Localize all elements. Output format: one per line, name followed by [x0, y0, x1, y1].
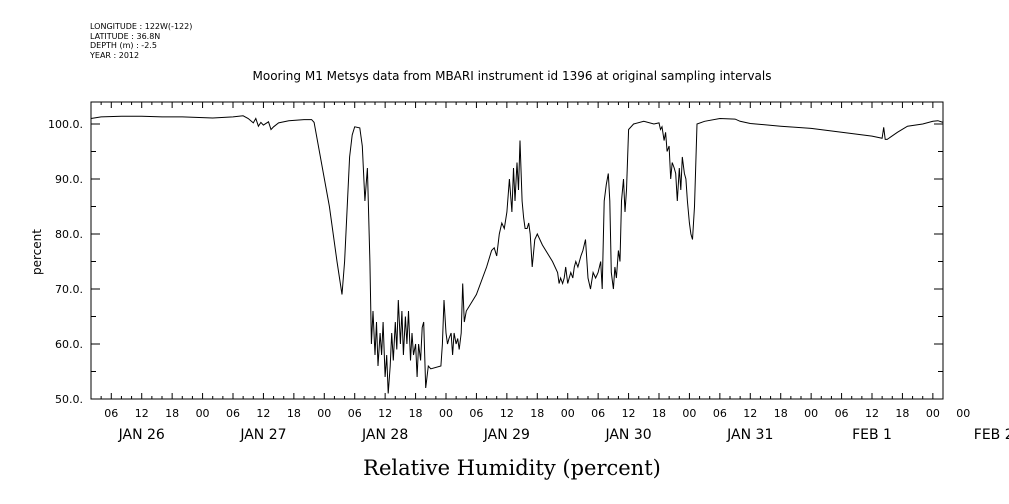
y-tick-label: 100.0. [48, 118, 83, 131]
plot-frame [90, 101, 944, 400]
y-tick-label: 50.0. [55, 393, 83, 406]
x-hour-label: 12 [865, 407, 879, 420]
x-day-labels: JAN 26 JAN 27 JAN 28 JAN 29 JAN 30 JAN 31 FEB … [118, 427, 1009, 443]
x-hour-label: 18 [165, 407, 179, 420]
x-day-label: JAN 28 [361, 427, 408, 443]
x-hour-label: 18 [774, 407, 788, 420]
y-tick-label: 70.0. [55, 283, 83, 296]
x-hour-label: 12 [135, 407, 149, 420]
x-hour-label: 18 [287, 407, 301, 420]
x-hour-label: 06 [104, 407, 118, 420]
x-day-label: FEB 1 [852, 427, 892, 443]
x-hour-label: 06 [713, 407, 727, 420]
longitude-text: LONGITUDE : 122W(-122) [90, 22, 193, 31]
x-hour-label: 00 [956, 407, 970, 420]
x-hour-label: 18 [895, 407, 909, 420]
x-hour-label: 18 [409, 407, 423, 420]
x-hour-label: 00 [317, 407, 331, 420]
x-hour-label: 00 [804, 407, 818, 420]
x-hour-label: 06 [469, 407, 483, 420]
x-hour-label: 06 [591, 407, 605, 420]
year-text: YEAR : 2012 [90, 50, 140, 60]
x-day-label: JAN 30 [604, 427, 651, 443]
y-tick-label: 90.0. [55, 173, 83, 186]
latitude-text: LATITUDE : 36.8N [90, 31, 161, 41]
metadata-block: LONGITUDE : 122W(-122) LATITUDE : 36.8N … [90, 22, 192, 60]
x-day-label: JAN 31 [726, 427, 773, 443]
depth-text: DEPTH (m) : -2.5 [90, 41, 157, 50]
x-hour-label: 00 [561, 407, 575, 420]
axis-ticks [90, 102, 944, 400]
y-tick-label: 80.0. [55, 228, 83, 241]
y-tick-labels: 50.0. 60.0. 70.0. 80.0. 90.0. 100.0. [48, 118, 83, 406]
x-axis-label: Relative Humidity (percent) [363, 456, 661, 480]
x-hour-label: 06 [348, 407, 362, 420]
x-hour-labels: 06 12 18 00 06 12 18 00 06 12 18 00 06 12 18 00 06 12 18 00… [104, 407, 970, 420]
y-tick-label: 60.0. [55, 338, 83, 351]
x-day-label: JAN 27 [239, 427, 286, 443]
x-hour-label: 12 [743, 407, 757, 420]
y-axis-label: percent [30, 229, 44, 275]
x-hour-label: 12 [256, 407, 270, 420]
x-hour-label: 06 [835, 407, 849, 420]
x-hour-label: 00 [926, 407, 940, 420]
x-hour-label: 00 [439, 407, 453, 420]
x-day-label: FEB 2 [974, 427, 1009, 443]
x-day-label: JAN 29 [483, 427, 530, 443]
x-hour-label: 18 [530, 407, 544, 420]
x-hour-label: 18 [652, 407, 666, 420]
x-hour-label: 00 [682, 407, 696, 420]
x-day-label: JAN 26 [118, 427, 165, 443]
x-hour-label: 06 [226, 407, 240, 420]
series-line [90, 115, 944, 394]
x-hour-label: 12 [622, 407, 636, 420]
chart-title: Mooring M1 Metsys data from MBARI instru… [253, 69, 772, 83]
x-hour-label: 00 [196, 407, 210, 420]
x-hour-label: 12 [500, 407, 514, 420]
x-hour-label: 12 [378, 407, 392, 420]
